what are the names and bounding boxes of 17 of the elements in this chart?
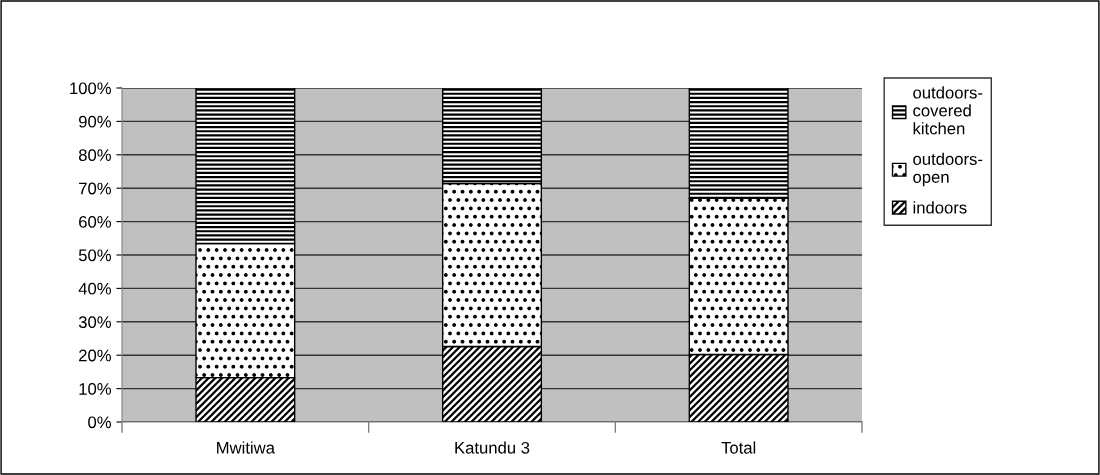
y-tick-label: 80%: [78, 149, 111, 161]
y-tick-label: 20%: [79, 349, 111, 362]
y-tick-label: 30%: [78, 316, 111, 328]
legend-label: outdoors- covered kitchen: [913, 86, 983, 135]
y-tick-label: 60%: [79, 216, 111, 228]
legend-label: outdoors- open: [913, 152, 983, 187]
y-tick-label: 40%: [78, 282, 111, 295]
y-tick-label: 100%: [70, 82, 111, 95]
legend-label: indoors: [913, 201, 967, 214]
x-tick-label: Mwitiwa: [217, 441, 275, 454]
y-tick-label: 0%: [88, 416, 111, 429]
x-tick-label: Total: [721, 441, 756, 454]
y-tick-label: 10%: [79, 383, 111, 395]
y-tick-label: 50%: [78, 249, 111, 262]
y-tick-label: 90%: [79, 115, 111, 128]
x-tick-label: Katundu 3: [455, 441, 530, 454]
y-tick-label: 70%: [79, 182, 111, 195]
